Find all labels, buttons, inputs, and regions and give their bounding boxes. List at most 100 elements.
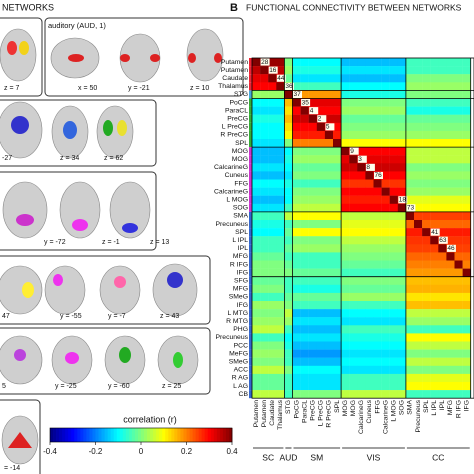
heat-cell — [260, 292, 269, 302]
heat-cell — [276, 301, 285, 310]
heat-cell — [454, 74, 463, 83]
heat-cell — [300, 268, 309, 277]
heat-cell — [414, 309, 423, 318]
heat-cell — [414, 179, 423, 188]
heat-cell — [422, 74, 431, 83]
row-color — [249, 171, 252, 180]
heat-cell — [300, 74, 309, 83]
heat-cell — [438, 155, 447, 164]
colorbar-step — [125, 428, 130, 442]
heat-cell — [324, 325, 334, 334]
heat-cell — [389, 74, 398, 83]
heat-cell — [462, 220, 471, 229]
heat-cell — [414, 341, 423, 350]
heat-cell — [381, 203, 390, 213]
heat-cell — [381, 171, 390, 180]
heat-cell — [276, 228, 285, 237]
heat-cell — [430, 333, 439, 342]
heat-cell — [422, 155, 431, 164]
heat-cell — [341, 365, 350, 375]
heat-cell — [462, 195, 471, 204]
heat-cell — [357, 114, 366, 123]
heat-cell — [341, 82, 350, 91]
row-color — [249, 211, 252, 220]
number-bg — [276, 74, 286, 82]
heat-cell — [260, 309, 269, 318]
heat-cell — [462, 244, 471, 253]
heat-cell — [284, 365, 293, 375]
heat-cell — [446, 66, 455, 75]
heat-cell — [438, 268, 447, 277]
heat-cell — [300, 106, 309, 115]
heat-cell — [430, 382, 439, 391]
colorbar-step — [53, 428, 57, 442]
heat-cell — [389, 211, 398, 221]
heat-cell — [462, 179, 471, 188]
heat-cell — [260, 139, 269, 148]
heat-cell — [324, 252, 334, 261]
row-color — [249, 90, 252, 99]
heat-cell — [414, 98, 423, 107]
heat-cell — [300, 373, 309, 383]
heat-cell — [430, 390, 439, 399]
heat-cell — [365, 276, 374, 285]
heat-cell — [422, 114, 431, 123]
heat-cell — [422, 106, 431, 115]
row-label: PreCG — [227, 116, 248, 123]
heat-cell — [397, 74, 407, 83]
heat-cell — [333, 390, 342, 399]
heat-cell — [357, 82, 366, 91]
heat-cell — [308, 155, 317, 164]
heat-cell — [316, 309, 326, 318]
heat-cell — [381, 244, 390, 253]
heat-cell — [405, 268, 415, 277]
heat-cell — [341, 155, 350, 164]
heat-cell — [284, 268, 293, 277]
heat-cell — [292, 325, 301, 334]
heat-cell — [284, 187, 293, 196]
component-number: 44 — [277, 75, 285, 82]
column-label: SPL — [423, 400, 430, 413]
heat-cell — [292, 74, 301, 83]
heat-cell — [422, 147, 431, 156]
heat-cell — [333, 382, 342, 391]
heat-cell — [438, 171, 447, 180]
heat-cell — [284, 276, 293, 285]
colorbar-step — [162, 428, 166, 442]
heat-cell — [438, 130, 447, 140]
row-label: Putamen — [221, 67, 248, 74]
colorbar-step — [168, 428, 172, 442]
heat-cell — [268, 82, 277, 91]
heat-cell — [422, 276, 431, 285]
heat-cell — [430, 106, 439, 115]
heat-cell — [462, 171, 471, 180]
heat-cell — [324, 98, 334, 107]
heat-cell — [430, 187, 439, 196]
panel-a-art — [0, 17, 244, 474]
heat-cell — [333, 276, 342, 285]
heat-cell — [292, 268, 301, 277]
heat-cell — [389, 130, 398, 140]
heat-cell — [422, 98, 431, 107]
heat-cell — [365, 58, 374, 67]
component-number: 36 — [285, 83, 293, 90]
heat-cell — [430, 365, 439, 375]
component-number: 9 — [350, 148, 354, 155]
heat-cell — [284, 74, 293, 83]
heat-cell — [284, 130, 293, 140]
heat-cell — [357, 106, 366, 115]
heat-cell — [252, 382, 261, 391]
heat-cell — [405, 163, 415, 172]
colorbar-step — [159, 428, 163, 442]
heat-cell — [454, 203, 463, 213]
heat-cell — [324, 341, 334, 350]
heat-cell — [292, 382, 301, 391]
colorbar-step — [177, 428, 181, 442]
heat-cell — [373, 98, 382, 107]
heat-cell — [438, 90, 447, 99]
heat-cell — [454, 155, 463, 164]
heat-cell — [462, 260, 471, 269]
heat-cell — [414, 365, 423, 375]
heat-cell — [276, 211, 285, 221]
heat-cell — [284, 114, 293, 123]
